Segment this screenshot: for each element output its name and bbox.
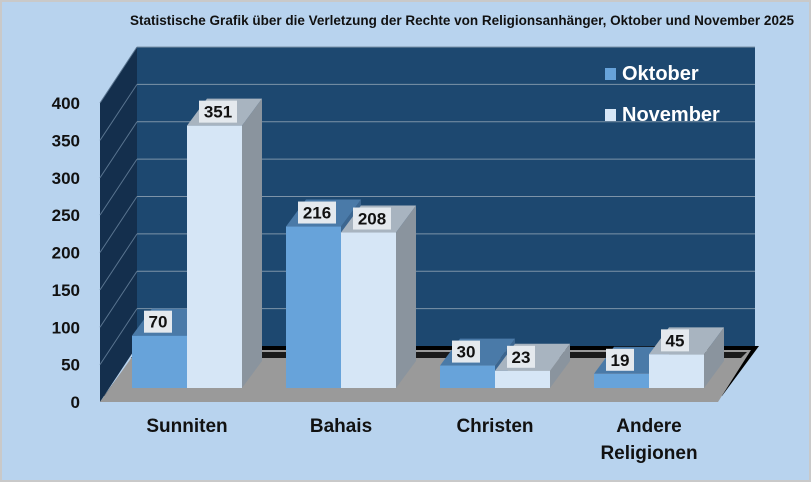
- data-label: 19: [611, 351, 630, 370]
- data-label: 30: [457, 343, 476, 362]
- bar-front: [132, 335, 187, 388]
- bar-side: [550, 343, 570, 388]
- data-label: 351: [204, 103, 232, 122]
- data-label-bg: [606, 348, 634, 371]
- data-label-bg: [507, 345, 535, 368]
- bar-front: [440, 365, 495, 388]
- data-label-bg: [353, 207, 391, 230]
- x-tick-label: Bahais: [310, 416, 372, 437]
- bar-front: [286, 226, 341, 388]
- gridline-side: [99, 233, 138, 291]
- y-tick-label: 300: [52, 169, 80, 188]
- chart-title: Statistische Grafik über die Verletzung …: [130, 13, 794, 28]
- data-label-bg: [144, 310, 172, 333]
- y-tick-label: 0: [71, 393, 80, 412]
- data-label: 45: [666, 331, 685, 350]
- legend-swatch: [605, 109, 616, 121]
- bar-front: [594, 373, 649, 388]
- bar-november-1: 208: [341, 205, 416, 388]
- gridline-side: [99, 270, 138, 328]
- floor: [100, 350, 751, 402]
- data-label: 23: [512, 348, 531, 367]
- x-tick-label: Christen: [456, 416, 533, 437]
- gridline-side: [99, 196, 138, 253]
- bar-side: [242, 98, 262, 388]
- y-tick-label: 400: [52, 94, 80, 113]
- gridline-side: [99, 121, 138, 179]
- legend-swatch: [605, 68, 616, 80]
- bar-front: [187, 125, 242, 388]
- x-tick-label: Sunniten: [146, 416, 227, 437]
- data-label: 216: [303, 204, 331, 223]
- data-label-bg: [298, 201, 336, 224]
- bar-front: [649, 354, 704, 388]
- x-tick-label: Andere: [616, 416, 681, 437]
- y-tick-label: 350: [52, 131, 80, 150]
- data-label: 70: [149, 313, 168, 332]
- bar-side: [704, 327, 724, 388]
- data-label: 208: [358, 210, 386, 229]
- data-label-bg: [199, 100, 237, 123]
- data-label-bg: [452, 340, 480, 363]
- floor-edge-shadow: [131, 352, 747, 358]
- gridline-side: [99, 84, 138, 141]
- gridline-side: [99, 46, 138, 104]
- gridline-side: [99, 308, 138, 365]
- legend-label: November: [622, 104, 720, 126]
- y-tick-label: 250: [52, 206, 80, 225]
- bar-november-0: 351: [187, 98, 262, 388]
- gridline-side: [99, 158, 138, 216]
- bar-november-2: 23: [495, 343, 570, 388]
- y-tick-label: 100: [52, 318, 80, 337]
- bar-side: [396, 205, 416, 388]
- y-tick-label: 50: [61, 356, 80, 375]
- y-tick-label: 200: [52, 244, 80, 263]
- legend-label: Oktober: [622, 63, 699, 85]
- bar-front: [341, 232, 396, 388]
- data-label-bg: [661, 329, 689, 352]
- bar-front: [495, 370, 550, 388]
- y-tick-label: 150: [52, 281, 80, 300]
- x-tick-label: Religionen: [600, 443, 697, 464]
- bar-november-3: 45: [649, 327, 724, 388]
